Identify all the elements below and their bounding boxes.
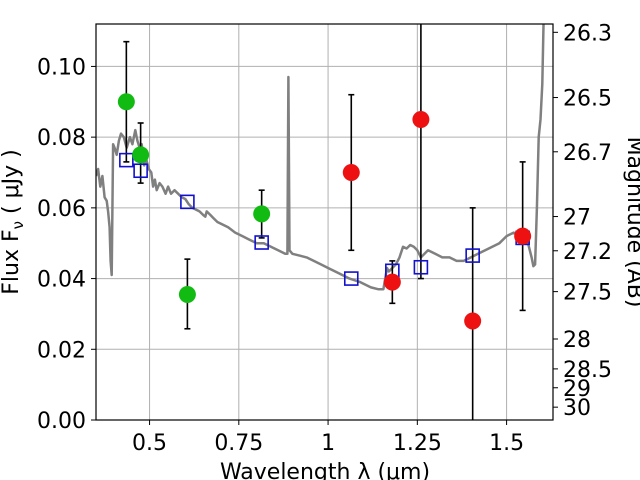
- y2-tick-label: 27.5: [563, 281, 612, 306]
- y-tick-label: 0.08: [37, 126, 86, 151]
- x-axis-label: Wavelength λ (μm): [220, 460, 430, 480]
- y-tick-label: 0.10: [37, 55, 86, 80]
- red-data-point: [464, 312, 482, 330]
- y2-tick-label: 30: [563, 396, 591, 421]
- x-tick-label: 1: [321, 431, 335, 456]
- y2-tick-label: 27: [563, 206, 591, 231]
- y-tick-label: 0.00: [37, 409, 86, 434]
- model-photometry-box: [343, 271, 359, 286]
- green-data-point: [132, 146, 150, 164]
- red-data-point: [412, 110, 430, 128]
- y-tick-label: 0.06: [37, 197, 86, 222]
- model-photometry-box: [465, 248, 480, 263]
- y2-tick-label: 29: [563, 377, 591, 402]
- grid: [96, 24, 553, 421]
- observed-points-layer: [117, 93, 532, 330]
- y2-tick-label: 28: [563, 328, 591, 353]
- y-axis-label-main: Flux F: [0, 229, 24, 294]
- y2-tick-label: 26.7: [563, 141, 612, 166]
- y2-tick-label: 27.2: [563, 240, 612, 265]
- plot-frame: [95, 23, 554, 421]
- x-tick-label: 0.75: [214, 431, 263, 456]
- green-data-point: [178, 285, 196, 303]
- x-tick-label: 0.5: [132, 431, 167, 456]
- model-photometry-box: [413, 259, 429, 275]
- y2-tick-label: 28.5: [563, 358, 612, 383]
- model-sed-layer: [96, 24, 545, 291]
- red-data-point: [342, 164, 360, 181]
- y-tick-label: 0.04: [37, 268, 86, 293]
- x-tick-label: 1.25: [393, 431, 442, 456]
- model-photometry-box: [119, 152, 134, 168]
- y2-tick-label: 26.5: [563, 87, 612, 112]
- y-axis-label: Flux Fν ( μJy ): [0, 149, 27, 294]
- y-axis-label-unit: ( μJy ): [0, 149, 24, 221]
- y2-axis-label: Magnitude (AB): [622, 137, 640, 308]
- green-data-point: [253, 205, 271, 223]
- model-sed-line: [96, 24, 545, 291]
- y-tick-label: 0.02: [37, 338, 86, 363]
- y2-tick-label: 26.3: [563, 21, 612, 46]
- green-data-point: [117, 93, 135, 111]
- x-axis-ticks: 0.5 0.75 1 1.25 1.5: [132, 420, 524, 456]
- x-tick-label: 1.5: [489, 431, 524, 456]
- red-data-point: [514, 227, 532, 245]
- model-photometry-box: [133, 163, 148, 179]
- y-axis-label-subscript: ν: [9, 221, 27, 229]
- errorbar-layer: [123, 24, 526, 420]
- y-axis-ticks: 0.00 0.02 0.04 0.06 0.08 0.10: [37, 55, 96, 434]
- model-photometry-box: [180, 194, 195, 210]
- model-photometry-box: [254, 235, 269, 250]
- red-data-point: [383, 273, 401, 291]
